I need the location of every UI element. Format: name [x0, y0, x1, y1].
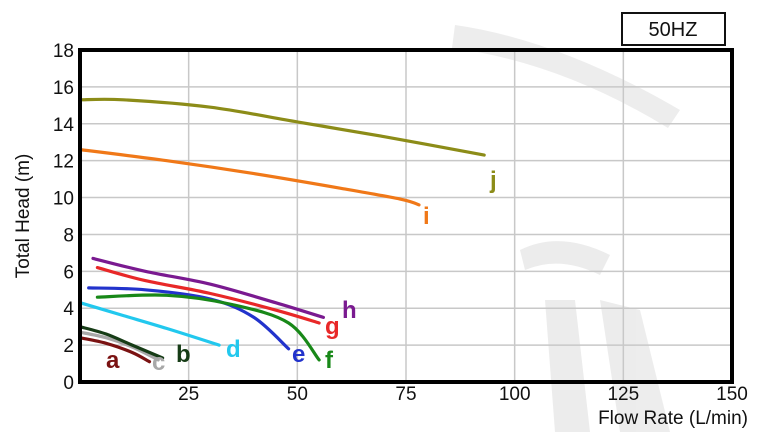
- frequency-badge-box: [621, 12, 726, 46]
- series-labels: a c b d e fgh i j: [106, 167, 497, 376]
- x-tick-label: 75: [395, 384, 416, 405]
- series-line-i: [78, 148, 421, 207]
- watermark-shapes: [452, 25, 680, 432]
- y-tick-label: 4: [63, 299, 74, 320]
- series-line-d: [78, 301, 221, 347]
- series-line-b: [78, 325, 165, 360]
- series-line-a: [78, 336, 152, 364]
- y-tick-label: 10: [53, 189, 74, 210]
- series-line-f: [95, 293, 321, 362]
- series-label-g: g: [325, 313, 340, 340]
- x-axis-ticks: 25 50 75 100 125 150: [178, 384, 748, 405]
- x-tick-label: 125: [607, 384, 639, 405]
- plot-frame: [78, 48, 734, 384]
- series-lines: [78, 97, 486, 364]
- y-tick-label: 16: [53, 78, 74, 99]
- series-label-h: h: [342, 297, 357, 324]
- series-line-j: [78, 97, 486, 157]
- series-line-g: [95, 266, 321, 325]
- series-label-i: i: [423, 203, 430, 230]
- y-tick-label: 6: [63, 262, 74, 283]
- series-label-b: b: [176, 341, 191, 368]
- series-label-d: d: [226, 336, 241, 363]
- x-tick-label: 50: [287, 384, 308, 405]
- x-tick-label: 150: [716, 384, 748, 405]
- series-label-j: j: [489, 167, 497, 194]
- series-line-h: [91, 256, 325, 319]
- x-tick-label: 100: [499, 384, 531, 405]
- y-tick-label: 2: [63, 336, 74, 357]
- series-line-c: [78, 330, 160, 362]
- series-label-e: e: [292, 341, 305, 368]
- frequency-badge-text: 50HZ: [649, 19, 698, 41]
- x-axis-label: Flow Rate (L/min): [598, 408, 748, 429]
- y-tick-label: 18: [53, 41, 74, 62]
- y-tick-label: 0: [63, 373, 74, 394]
- y-axis-ticks: 0 2 4 6 8 10 12 14 16 18: [53, 41, 75, 394]
- y-tick-label: 12: [53, 152, 74, 173]
- series-label-c: c: [152, 349, 165, 376]
- y-tick-label: 8: [63, 225, 74, 246]
- series-label-f: f: [325, 347, 334, 374]
- series-label-a: a: [106, 347, 120, 374]
- y-tick-label: 14: [53, 115, 75, 136]
- x-tick-label: 25: [178, 384, 199, 405]
- y-axis-label: Total Head (m): [13, 154, 34, 279]
